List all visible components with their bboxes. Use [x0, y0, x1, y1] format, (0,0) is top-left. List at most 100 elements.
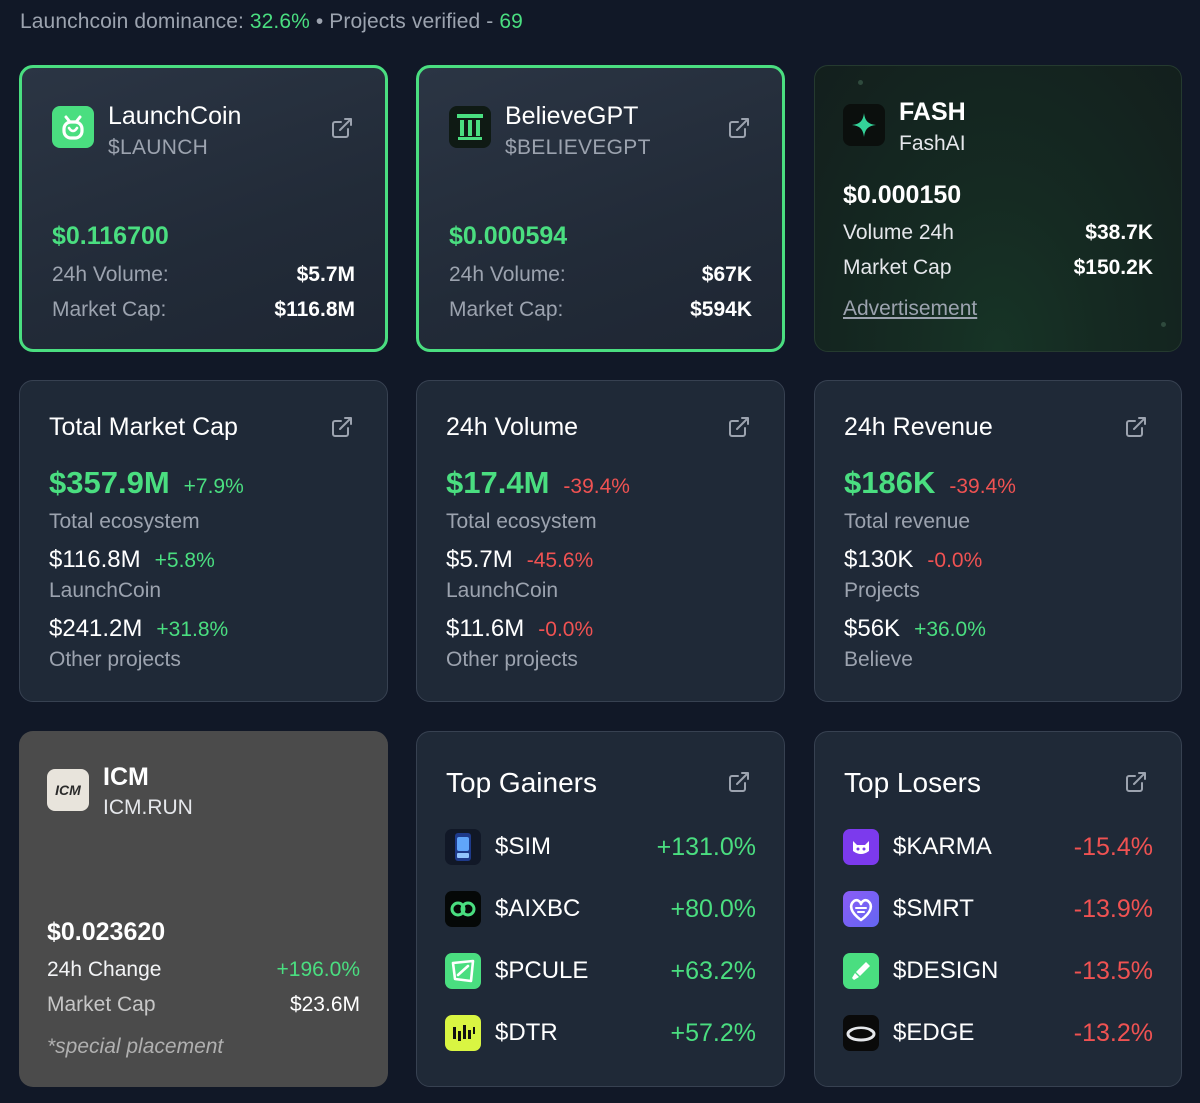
- gainer-symbol: $PCULE: [495, 957, 589, 984]
- gainer-symbol: $SIM: [495, 833, 552, 860]
- breakdown-label: LaunchCoin: [49, 579, 162, 602]
- loser-change: -13.5%: [1073, 956, 1153, 985]
- breakdown-label: Believe: [844, 648, 913, 671]
- loser-change: -13.9%: [1073, 894, 1153, 923]
- featured-card-believegpt[interactable]: BelieveGPT $BELIEVEGPT $0.000594 24h Vol…: [416, 65, 785, 352]
- advertisement-link[interactable]: Advertisement: [843, 297, 978, 320]
- special-placement-note: *special placement: [47, 1035, 224, 1058]
- special-token-price: $0.023620: [47, 918, 166, 946]
- external-link-icon[interactable]: [727, 770, 751, 794]
- breakdown-label: Projects: [844, 579, 920, 602]
- breakdown-row-2: $241.2M +31.8%: [49, 615, 228, 643]
- breakdown-change: -0.0%: [538, 618, 594, 641]
- special-change-row: 24h Change +196.0%: [47, 958, 360, 982]
- breakdown-change: +36.0%: [914, 618, 986, 641]
- volume-label: 24h Volume:: [52, 263, 169, 286]
- special-change-label: 24h Change: [47, 958, 162, 981]
- gainer-row[interactable]: $PCULE +63.2%: [445, 951, 756, 991]
- market-cap-value: $116.8M: [274, 298, 355, 321]
- verified-label: Projects verified -: [329, 10, 494, 33]
- stats-card-total-market-cap: Total Market Cap $357.9M +7.9% Total eco…: [19, 380, 388, 702]
- breakdown-row-2: $11.6M -0.0%: [446, 615, 593, 643]
- external-link-icon[interactable]: [1124, 415, 1148, 439]
- volume-value: $67K: [701, 263, 752, 286]
- loser-row[interactable]: $EDGE -13.2%: [843, 1013, 1153, 1053]
- external-link-icon[interactable]: [330, 116, 354, 140]
- special-market-cap-label: Market Cap: [47, 993, 156, 1016]
- market-cap-label: Market Cap:: [52, 298, 167, 321]
- market-cap-row: Market Cap: $594K: [449, 298, 752, 322]
- loser-symbol: $SMRT: [893, 895, 974, 922]
- headline-label: Total ecosystem: [446, 510, 597, 533]
- gainer-row[interactable]: $AIXBC +80.0%: [445, 889, 756, 929]
- breakdown-value: $241.2M: [49, 615, 143, 642]
- breakdown-row-2: $56K +36.0%: [844, 615, 986, 643]
- loser-row[interactable]: $SMRT -13.9%: [843, 889, 1153, 929]
- breakdown-change: +5.8%: [154, 549, 215, 572]
- token-name: LaunchCoin: [108, 102, 242, 130]
- breakdown-change: -0.0%: [927, 549, 983, 572]
- gainer-row[interactable]: $DTR +57.2%: [445, 1013, 756, 1053]
- gainer-row[interactable]: $SIM +131.0%: [445, 827, 756, 867]
- headline-value: $17.4M: [446, 465, 550, 500]
- breakdown-row-1: $5.7M -45.6%: [446, 546, 593, 574]
- token-price: $0.000594: [449, 222, 568, 250]
- breakdown-label: Other projects: [49, 648, 181, 671]
- top-losers-title: Top Losers: [844, 767, 981, 798]
- external-link-icon[interactable]: [330, 415, 354, 439]
- gainer-change: +63.2%: [670, 956, 757, 985]
- karma-token-icon: [843, 829, 879, 865]
- gainer-change: +131.0%: [656, 832, 756, 861]
- featured-card-launchcoin[interactable]: LaunchCoin $LAUNCH $0.116700 24h Volume:…: [19, 65, 388, 352]
- ad-volume-label: Volume 24h: [843, 221, 954, 244]
- design-token-icon: [843, 953, 879, 989]
- special-change-value: +196.0%: [276, 958, 361, 981]
- verified-count: 69: [499, 10, 523, 33]
- special-token-name: ICM: [103, 763, 149, 791]
- ad-token-name: FASH: [899, 98, 966, 126]
- ecosystem-summary-bar: Launchcoin dominance: 32.6% • Projects v…: [20, 10, 523, 34]
- ad-token-subtitle: FashAI: [899, 132, 966, 155]
- decor-dot: [858, 80, 863, 85]
- breakdown-value: $56K: [844, 615, 901, 642]
- market-cap-value: $594K: [690, 298, 752, 321]
- external-link-icon[interactable]: [1124, 770, 1148, 794]
- stats-title: 24h Revenue: [844, 413, 993, 441]
- loser-symbol: $KARMA: [893, 833, 992, 860]
- dtr-token-icon: [445, 1015, 481, 1051]
- ad-market-cap-label: Market Cap: [843, 256, 952, 279]
- loser-row[interactable]: $DESIGN -13.5%: [843, 951, 1153, 991]
- separator-dot: •: [315, 10, 324, 33]
- loser-row[interactable]: $KARMA -15.4%: [843, 827, 1153, 867]
- breakdown-change: +31.8%: [156, 618, 229, 641]
- headline-value-row: $186K -39.4%: [844, 465, 1016, 501]
- token-symbol: $LAUNCH: [108, 136, 209, 159]
- headline-label: Total revenue: [844, 510, 971, 533]
- ad-card-fash[interactable]: FASH FashAI $0.000150 Volume 24h $38.7K …: [814, 65, 1182, 352]
- aixbc-token-icon: [445, 891, 481, 927]
- stats-title: 24h Volume: [446, 413, 579, 441]
- gainer-change: +80.0%: [670, 894, 757, 923]
- external-link-icon[interactable]: [727, 116, 751, 140]
- breakdown-value: $11.6M: [446, 615, 525, 642]
- special-market-cap-value: $23.6M: [289, 993, 360, 1016]
- token-name: BelieveGPT: [505, 102, 639, 130]
- breakdown-label: Other projects: [446, 648, 578, 671]
- headline-label: Total ecosystem: [49, 510, 200, 533]
- market-cap-row: Market Cap: $116.8M: [52, 298, 355, 322]
- gainer-symbol: $AIXBC: [495, 895, 581, 922]
- volume-value: $5.7M: [296, 263, 355, 286]
- dominance-value: 32.6%: [249, 10, 310, 33]
- headline-value-row: $357.9M +7.9%: [49, 465, 244, 501]
- headline-change: -39.4%: [949, 475, 1016, 498]
- breakdown-change: -45.6%: [526, 549, 594, 572]
- icm-logo-text: ICM: [55, 782, 81, 798]
- loser-symbol: $DESIGN: [893, 957, 999, 984]
- headline-change: -39.4%: [563, 475, 630, 498]
- gainer-symbol: $DTR: [495, 1019, 558, 1046]
- external-link-icon[interactable]: [727, 415, 751, 439]
- ad-token-price: $0.000150: [843, 181, 962, 209]
- gainer-change: +57.2%: [670, 1018, 757, 1047]
- believegpt-logo-icon: [449, 106, 491, 148]
- special-card-icm[interactable]: ICM ICM ICM.RUN $0.023620 24h Change +19…: [19, 731, 388, 1087]
